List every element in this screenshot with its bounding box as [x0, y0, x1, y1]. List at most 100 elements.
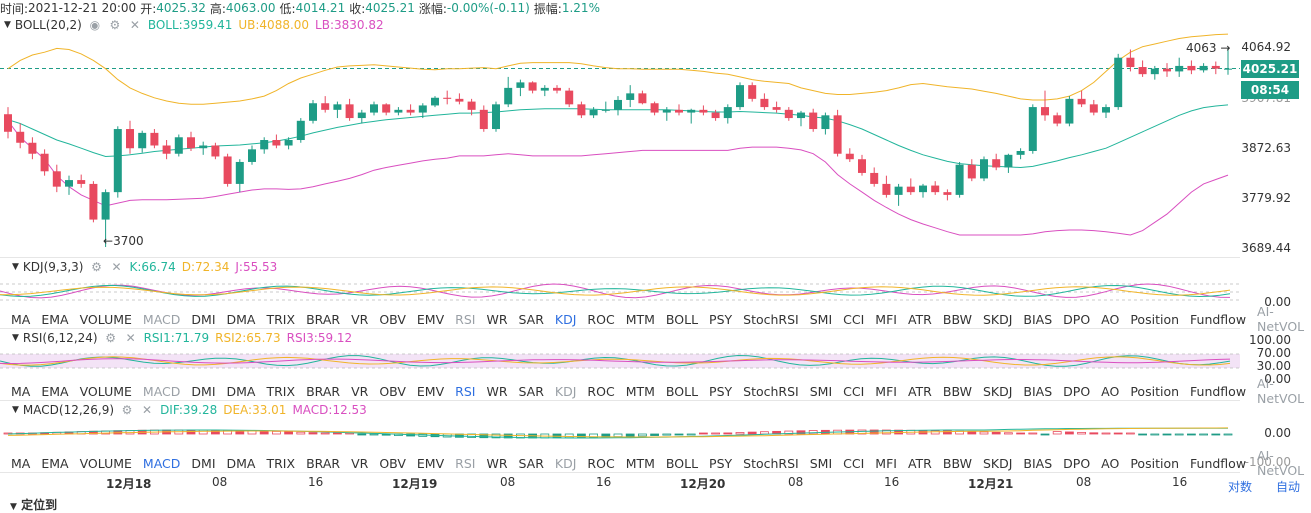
tab-volume[interactable]: VOLUME: [79, 383, 132, 399]
tab-roc[interactable]: ROC: [587, 311, 615, 327]
tab-psy[interactable]: PSY: [709, 383, 733, 399]
kdj-chart[interactable]: [0, 276, 1240, 306]
tab-skdj[interactable]: SKDJ: [982, 311, 1013, 327]
tab-brar[interactable]: BRAR: [306, 383, 341, 399]
close-icon[interactable]: ✕: [129, 18, 140, 32]
tab-macd[interactable]: MACD: [142, 455, 181, 471]
tab-atr[interactable]: ATR: [907, 383, 932, 399]
tab-emv[interactable]: EMV: [416, 455, 445, 471]
pane-divider[interactable]: [0, 328, 1240, 329]
tab-bias[interactable]: BIAS: [1023, 311, 1053, 327]
tab-skdj[interactable]: SKDJ: [982, 383, 1013, 399]
tab-psy[interactable]: PSY: [709, 455, 733, 471]
tab-fundflow[interactable]: Fundflow: [1190, 455, 1247, 471]
tab-cci[interactable]: CCI: [843, 311, 865, 327]
candlestick-chart[interactable]: [0, 33, 1240, 258]
tab-ao[interactable]: AO: [1101, 311, 1120, 327]
tab-kdj[interactable]: KDJ: [554, 311, 577, 327]
tab-boll[interactable]: BOLL: [665, 311, 699, 327]
tab-dma[interactable]: DMA: [226, 311, 256, 327]
tab-boll[interactable]: BOLL: [665, 455, 699, 471]
tab-sar[interactable]: SAR: [518, 455, 544, 471]
tab-smi[interactable]: SMI: [809, 383, 833, 399]
tab-dma[interactable]: DMA: [226, 383, 256, 399]
settings-icon[interactable]: ⚙: [121, 403, 133, 417]
tab-boll[interactable]: BOLL: [665, 383, 699, 399]
tab-dpo[interactable]: DPO: [1063, 383, 1091, 399]
tab-rsi[interactable]: RSI: [455, 455, 476, 471]
collapse-arrow-icon[interactable]: ▼: [12, 262, 19, 272]
tab-roc[interactable]: ROC: [587, 383, 615, 399]
tab-bbw[interactable]: BBW: [942, 383, 972, 399]
tab-sar[interactable]: SAR: [518, 311, 544, 327]
tab-atr[interactable]: ATR: [907, 455, 932, 471]
tab-mtm[interactable]: MTM: [625, 455, 655, 471]
tab-trix[interactable]: TRIX: [266, 383, 296, 399]
tab-fundflow[interactable]: Fundflow: [1190, 383, 1247, 399]
tab-stochrsi[interactable]: StochRSI: [743, 455, 799, 471]
tab-ao[interactable]: AO: [1101, 455, 1120, 471]
tab-psy[interactable]: PSY: [709, 311, 733, 327]
tab-volume[interactable]: VOLUME: [79, 455, 132, 471]
tab-obv[interactable]: OBV: [379, 383, 406, 399]
tab-bbw[interactable]: BBW: [942, 311, 972, 327]
tab-ma[interactable]: MA: [11, 383, 31, 399]
tab-trix[interactable]: TRIX: [266, 311, 296, 327]
tab-dma[interactable]: DMA: [226, 455, 256, 471]
tab-rsi[interactable]: RSI: [455, 383, 476, 399]
tab-roc[interactable]: ROC: [587, 455, 615, 471]
tab-dpo[interactable]: DPO: [1063, 455, 1091, 471]
tab-skdj[interactable]: SKDJ: [982, 455, 1013, 471]
tab-rsi[interactable]: RSI: [455, 311, 476, 327]
tab-vr[interactable]: VR: [351, 383, 369, 399]
tab-sar[interactable]: SAR: [518, 383, 544, 399]
tab-kdj[interactable]: KDJ: [554, 455, 577, 471]
tab-smi[interactable]: SMI: [809, 311, 833, 327]
tab-dmi[interactable]: DMI: [191, 383, 216, 399]
settings-icon[interactable]: ⚙: [109, 18, 121, 32]
tab-emv[interactable]: EMV: [416, 383, 445, 399]
tab-ma[interactable]: MA: [11, 455, 31, 471]
locate-link[interactable]: ▼ 定位到: [10, 498, 58, 512]
pane-divider[interactable]: [0, 257, 1240, 258]
tab-dpo[interactable]: DPO: [1063, 311, 1091, 327]
collapse-arrow-icon[interactable]: ▼: [12, 405, 19, 415]
tab-trix[interactable]: TRIX: [266, 455, 296, 471]
tab-volume[interactable]: VOLUME: [79, 311, 132, 327]
tab-bias[interactable]: BIAS: [1023, 455, 1053, 471]
tab-stochrsi[interactable]: StochRSI: [743, 383, 799, 399]
tab-macd[interactable]: MACD: [142, 383, 181, 399]
tab-emv[interactable]: EMV: [416, 311, 445, 327]
collapse-arrow-icon[interactable]: ▼: [4, 20, 11, 30]
tab-brar[interactable]: BRAR: [306, 311, 341, 327]
close-icon[interactable]: ✕: [125, 331, 136, 345]
tab-mtm[interactable]: MTM: [625, 311, 655, 327]
tab-wr[interactable]: WR: [486, 383, 508, 399]
collapse-arrow-icon[interactable]: ▼: [12, 333, 19, 343]
tab-bias[interactable]: BIAS: [1023, 383, 1053, 399]
tab-obv[interactable]: OBV: [379, 311, 406, 327]
pane-divider[interactable]: [0, 400, 1240, 401]
settings-icon[interactable]: ⚙: [91, 260, 102, 274]
tab-ai-netvol[interactable]: AI-NetVOL: [1257, 448, 1305, 478]
auto-scale-toggle[interactable]: 自动: [1276, 480, 1301, 494]
tab-ai-netvol[interactable]: AI-NetVOL: [1257, 304, 1305, 334]
tab-position[interactable]: Position: [1130, 383, 1180, 399]
tab-mtm[interactable]: MTM: [625, 383, 655, 399]
tab-dmi[interactable]: DMI: [191, 311, 216, 327]
tab-stochrsi[interactable]: StochRSI: [743, 311, 799, 327]
tab-bbw[interactable]: BBW: [942, 455, 972, 471]
tab-vr[interactable]: VR: [351, 455, 369, 471]
rsi-chart[interactable]: [0, 346, 1240, 382]
log-scale-toggle[interactable]: 对数: [1228, 480, 1253, 494]
tab-brar[interactable]: BRAR: [306, 455, 341, 471]
tab-position[interactable]: Position: [1130, 455, 1180, 471]
tab-wr[interactable]: WR: [486, 455, 508, 471]
tab-ao[interactable]: AO: [1101, 383, 1120, 399]
close-icon[interactable]: ✕: [142, 403, 153, 417]
settings-icon[interactable]: ⚙: [105, 331, 116, 345]
macd-chart[interactable]: [0, 418, 1240, 454]
tab-position[interactable]: Position: [1130, 311, 1180, 327]
tab-ma[interactable]: MA: [11, 311, 31, 327]
tab-ema[interactable]: EMA: [41, 311, 69, 327]
